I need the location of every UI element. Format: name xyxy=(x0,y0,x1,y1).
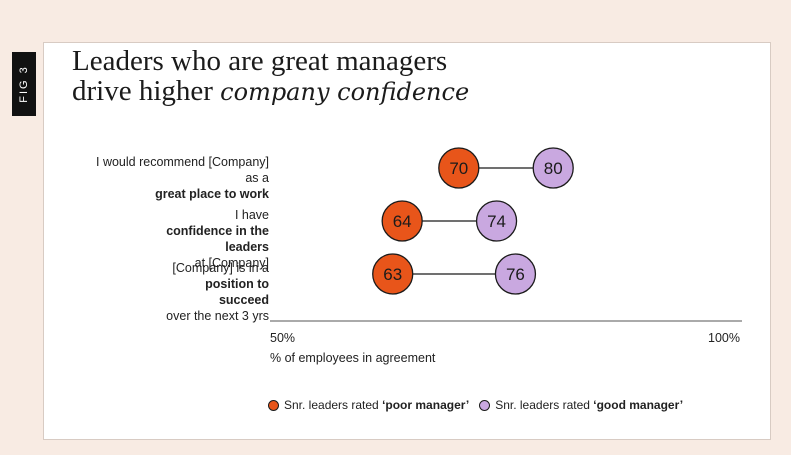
row-label-3-plain: [Company] is in a xyxy=(172,261,269,275)
row-label-3: [Company] is in a position to succeed ov… xyxy=(166,260,269,324)
legend-poor-bold: ‘poor manager’ xyxy=(382,398,470,412)
legend-item-good: Snr. leaders rated ‘good manager’ xyxy=(479,398,683,412)
x-tick-min: 50% xyxy=(270,331,296,345)
row-label-3-bold-2: succeed xyxy=(218,293,269,307)
dot-good xyxy=(494,253,537,295)
row-label-2-line2: leaders at [Company] xyxy=(166,239,269,271)
legend-good-plain: Snr. leaders rated xyxy=(495,398,594,412)
legend-text-poor: Snr. leaders rated ‘poor manager’ xyxy=(284,398,469,412)
row-label-2-tail: at [Company] xyxy=(194,256,269,270)
row-label-2-bold: confidence in the xyxy=(166,224,269,238)
row-label-3-bold: position to xyxy=(205,277,269,291)
chart-title: Leaders who are great managers drive hig… xyxy=(72,46,469,107)
legend-item-poor: Snr. leaders rated ‘poor manager’ xyxy=(268,398,469,412)
dot-label-poor: 70 xyxy=(449,159,468,178)
dot-poor xyxy=(372,253,414,295)
row-label-1-bold: great place to work xyxy=(155,187,269,201)
dot-label-good: 74 xyxy=(487,212,506,231)
title-accent: company confidence xyxy=(220,78,470,106)
figure-tag: FIG 3 xyxy=(12,52,36,116)
title-line-1: Leaders who are great managers xyxy=(72,45,448,77)
row-label-1-plain: as a xyxy=(245,171,269,185)
x-axis-label: % of employees in agreement xyxy=(270,351,436,365)
dot-good xyxy=(532,147,574,189)
legend-swatch-poor xyxy=(268,399,279,411)
dot-label-poor: 64 xyxy=(393,212,412,231)
legend-text-good: Snr. leaders rated ‘good manager’ xyxy=(495,398,683,412)
row-label-1-line1: I would recommend [Company] xyxy=(96,155,269,169)
legend-good-bold: ‘good manager’ xyxy=(593,398,684,412)
legend-swatch-good xyxy=(479,399,491,411)
row-label-2-line1: I have confidence in the xyxy=(166,207,269,239)
dot-poor xyxy=(438,147,480,189)
legend: Snr. leaders rated ‘poor manager’ Snr. l… xyxy=(268,398,693,412)
legend-poor-plain: Snr. leaders rated xyxy=(284,398,383,412)
row-label-3-line1: [Company] is in a position to xyxy=(166,260,269,292)
row-label-2-bold-2: leaders xyxy=(225,240,269,254)
row-label-3-line2: succeed over the next 3 yrs xyxy=(166,292,269,324)
row-label-1-line2: as a great place to work xyxy=(96,170,269,202)
dot-label-good: 80 xyxy=(544,159,563,178)
x-tick-max: 100% xyxy=(708,331,740,345)
title-line-2: drive higher company confidence xyxy=(72,76,469,107)
dot-label-poor: 63 xyxy=(383,265,402,284)
row-label-2-plain: I have xyxy=(234,208,269,222)
dot-poor xyxy=(381,200,423,242)
row-label-2: I have confidence in the leaders at [Com… xyxy=(166,207,269,271)
dot-label-good: 76 xyxy=(506,265,525,284)
dot-good xyxy=(475,200,518,242)
row-label-3-tail: over the next 3 yrs xyxy=(166,309,269,323)
row-label-1: I would recommend [Company] as a great p… xyxy=(96,154,269,202)
title-plain: drive higher xyxy=(72,75,213,107)
